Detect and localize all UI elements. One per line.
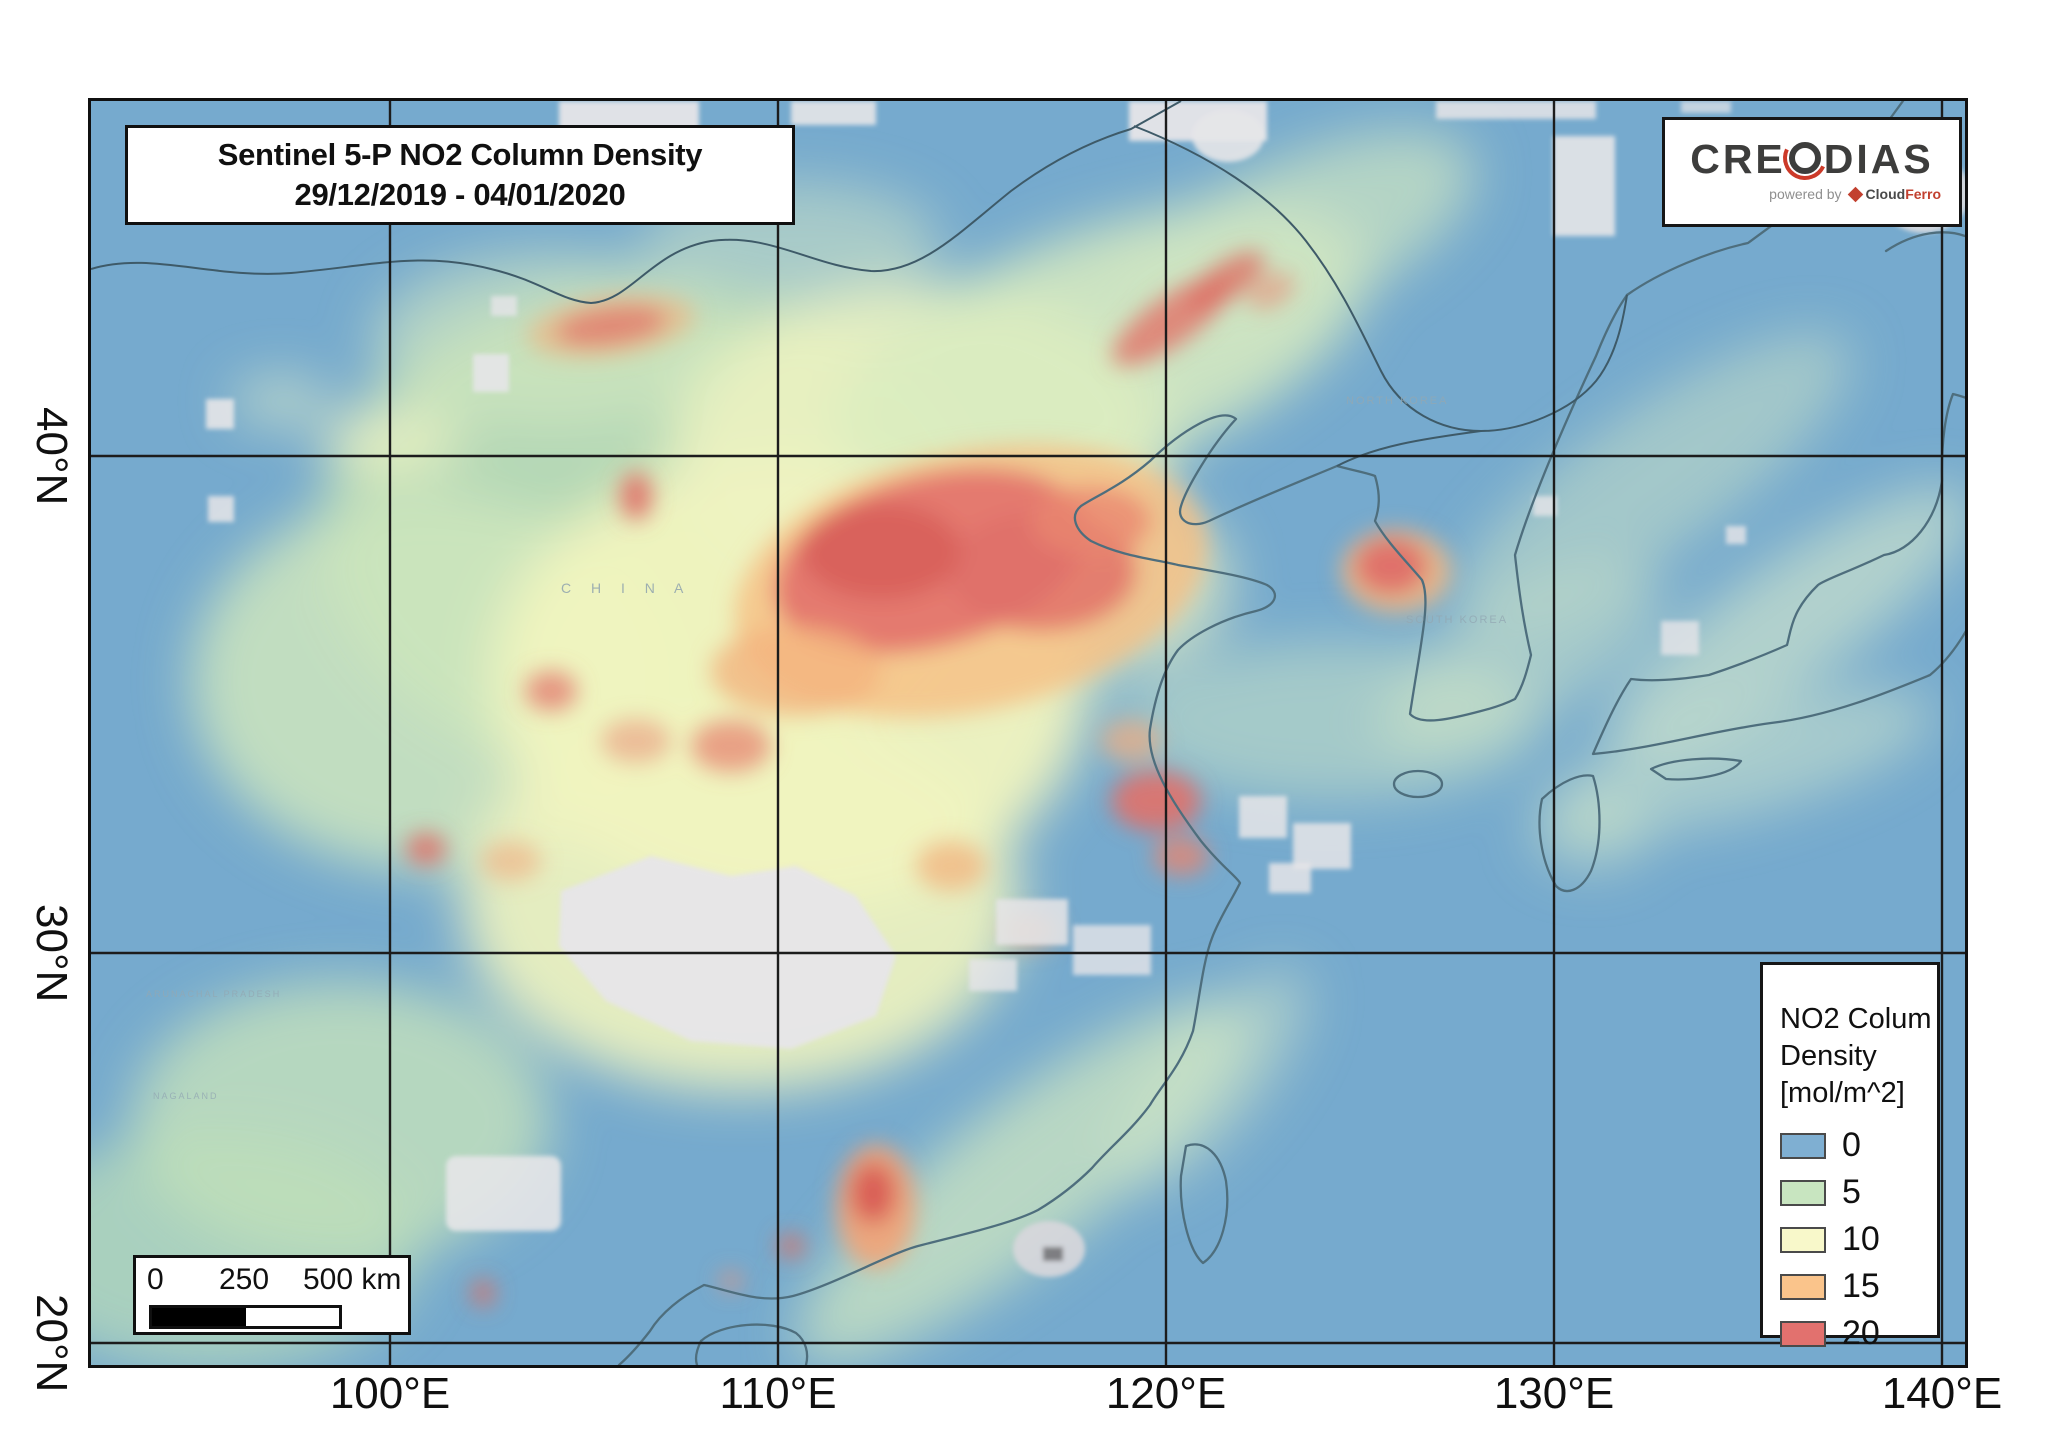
axis-label-20n: 20°N [27, 1293, 76, 1393]
powered-by-label: powered by [1769, 186, 1842, 202]
legend-item: 5 [1780, 1169, 1937, 1216]
map-date-range: 29/12/2019 - 04/01/2020 [294, 177, 626, 212]
legend-title-line3: [mol/m^2] [1780, 1077, 1905, 1109]
legend: NO2 Colum Density [mol/m^2] 0 5 10 [1760, 962, 1940, 1352]
map-title-box: Sentinel 5-P NO2 Column Density 29/12/20… [125, 125, 795, 225]
legend-title-line1: NO2 Colum [1780, 1003, 1932, 1035]
scale-bar-filled-segment [152, 1308, 246, 1326]
cloudferro-cloud: Cloud [1865, 186, 1906, 202]
legend-title-line2: Density [1780, 1040, 1877, 1072]
legend-items: 0 5 10 15 20 [1780, 1122, 1937, 1357]
map-art: C H I N A NORTH KOREA SOUTH KOREA ARUNAC… [91, 101, 1965, 1365]
legend-item: 15 [1780, 1263, 1937, 1310]
axis-label-30n: 30°N [27, 903, 76, 1003]
legend-item: 0 [1780, 1122, 1937, 1169]
legend-label-0: 0 [1842, 1126, 1861, 1164]
creodias-o-icon [1788, 142, 1821, 174]
scale-label-0: 0 [147, 1263, 164, 1296]
legend-item: 20 [1780, 1310, 1937, 1357]
creodias-wordmark-right: DIAS [1823, 136, 1934, 182]
legend-label-5: 5 [1842, 1173, 1861, 1211]
axis-label-130e: 130°E [1493, 1369, 1615, 1418]
scale-label-500: 500 km [303, 1263, 402, 1296]
legend-item: 10 [1780, 1216, 1937, 1263]
border-layer [91, 101, 1628, 467]
cloudferro-ferro: Ferro [1905, 186, 1941, 202]
axis-label-140e: 140°E [1881, 1369, 2003, 1418]
legend-swatch-15 [1780, 1273, 1826, 1300]
map-label-arunachal: ARUNACHAL PRADESH [146, 989, 281, 999]
map-label-china: C H I N A [561, 580, 691, 596]
legend-swatch-0 [1780, 1132, 1826, 1159]
legend-swatch-5 [1780, 1179, 1826, 1206]
cloudferro-icon [1847, 186, 1863, 203]
legend-label-15: 15 [1842, 1267, 1880, 1305]
powered-by-row: powered by CloudFerro [1769, 186, 1941, 203]
axis-label-40n: 40°N [27, 406, 76, 506]
scale-label-250: 250 [218, 1263, 270, 1296]
creodias-wordmark: CRE DIAS [1665, 136, 1959, 183]
creodias-logo-box: CRE DIAS powered by CloudFerro [1662, 117, 1962, 227]
creodias-wordmark-left: CRE [1690, 136, 1786, 182]
basemap-labels: C H I N A NORTH KOREA SOUTH KOREA ARUNAC… [146, 395, 1508, 1101]
legend-swatch-20 [1780, 1320, 1826, 1347]
map-canvas: C H I N A NORTH KOREA SOUTH KOREA ARUNAC… [88, 98, 1968, 1368]
legend-swatch-10 [1780, 1226, 1826, 1253]
map-title: Sentinel 5-P NO2 Column Density [217, 137, 703, 172]
no2-hotspot-layer [406, 251, 1451, 1307]
axis-label-110e: 110°E [719, 1369, 837, 1418]
legend-label-20: 20 [1842, 1314, 1880, 1352]
scale-bar-graphic [149, 1305, 342, 1329]
graticule-layer [91, 101, 1965, 1365]
map-label-south-korea: SOUTH KOREA [1406, 614, 1508, 626]
legend-label-10: 10 [1842, 1220, 1880, 1258]
map-label-north-korea: NORTH KOREA [1346, 395, 1448, 407]
scale-bar: 0 250 500 km [133, 1255, 411, 1335]
axis-label-120e: 120°E [1105, 1369, 1227, 1418]
map-label-nagaland: NAGALAND [153, 1091, 219, 1101]
axis-label-100e: 100°E [329, 1369, 451, 1418]
